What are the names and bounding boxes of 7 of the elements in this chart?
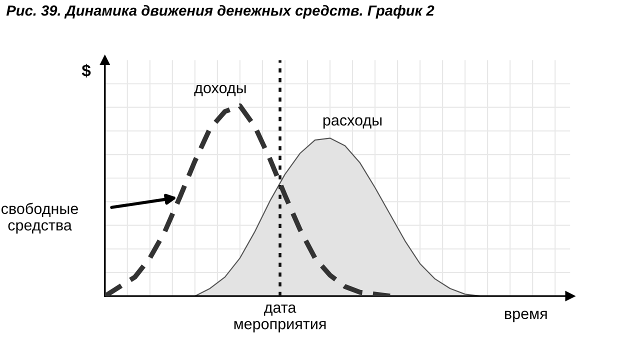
text: дата мероприятия <box>234 304 326 332</box>
y-axis-title: $ <box>82 64 91 78</box>
series-label: расходы <box>323 117 382 129</box>
x-axis-title: время <box>505 310 547 322</box>
text: свободные средства <box>2 202 78 234</box>
chart-title: Рис. 39. Динамика движения денежных средств. График 2 <box>6 5 434 19</box>
series-label: доходы <box>194 84 246 96</box>
